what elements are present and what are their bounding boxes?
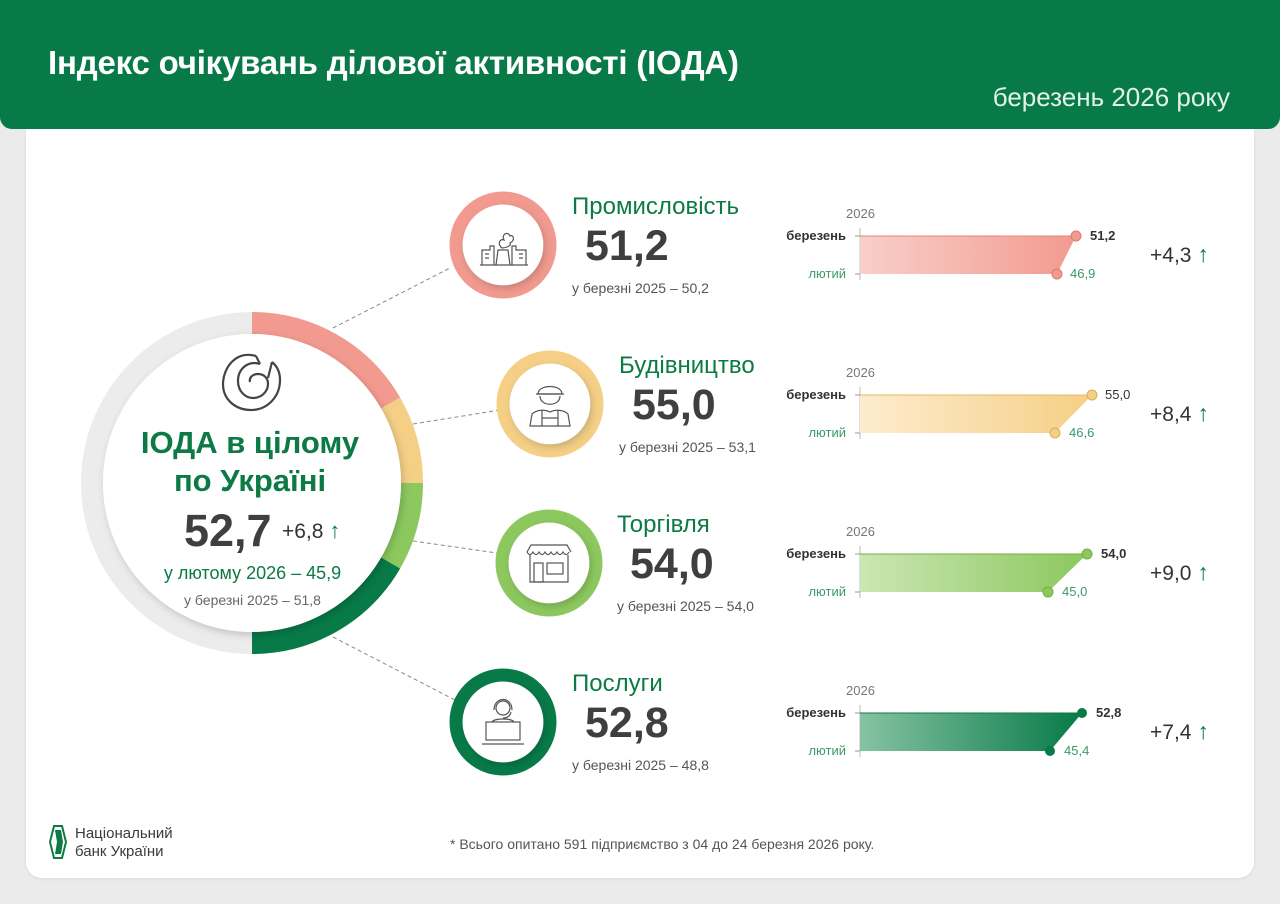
sector-industry-name: Промисловість — [572, 193, 740, 220]
chart-feb-label: лютий — [808, 743, 846, 758]
arrow-up-icon: ↑ — [329, 518, 341, 543]
overall-title-line2: по Україні — [173, 463, 327, 498]
sector-services-prev: у березні 2025 – 48,8 — [572, 757, 709, 773]
sector-industry-value: 51,2 — [585, 222, 669, 270]
chart-march-value: 55,0 — [1105, 387, 1131, 402]
change-trade: +9,0 ↑ — [1150, 559, 1209, 586]
ring-industry — [449, 191, 557, 299]
chart-march-label: березень — [786, 546, 846, 561]
sector-trade-name: Торгівля — [617, 511, 710, 538]
sector-construction-value: 55,0 — [632, 381, 716, 429]
chart-march-value: 52,8 — [1096, 705, 1122, 720]
chart-feb-label: лютий — [808, 584, 846, 599]
mini-chart-services — [855, 705, 1087, 757]
overall-value: 52,7 — [184, 505, 272, 556]
chart-march-value: 51,2 — [1090, 228, 1116, 243]
sector-construction-name: Будівництво — [619, 352, 755, 379]
chart-feb-label: лютий — [808, 425, 846, 440]
mini-chart-trade — [855, 546, 1093, 598]
chart-feb-value: 45,4 — [1064, 743, 1090, 758]
overall-title-line1: ІОДА в цілому — [140, 425, 360, 460]
change-industry: +4,3 ↑ — [1150, 241, 1209, 268]
sector-services-name: Послуги — [572, 670, 663, 697]
chart-march-label: березень — [786, 705, 846, 720]
page-title: Індекс очікувань ділової активності (ІОД… — [48, 44, 739, 81]
nbu-logo-text: Національний банк України — [75, 825, 173, 861]
chart-feb-value: 46,9 — [1070, 266, 1096, 281]
chart-year-label: 2026 — [846, 365, 875, 380]
mini-chart-industry — [855, 228, 1082, 280]
sector-services-value: 52,8 — [585, 699, 669, 747]
chart-march-value: 54,0 — [1101, 546, 1127, 561]
change-services: +7,4 ↑ — [1150, 718, 1209, 745]
sector-trade-value: 54,0 — [630, 540, 714, 588]
chart-year-label: 2026 — [846, 683, 875, 698]
construction-worker-icon — [529, 385, 571, 427]
arrow-up-icon: ↑ — [1197, 559, 1209, 585]
logo-line1: Національний — [75, 825, 173, 842]
arrow-up-icon: ↑ — [1197, 400, 1209, 426]
logo-line2: банк України — [75, 843, 164, 860]
chart-march-label: березень — [786, 228, 846, 243]
overall-prev-year: у березні 2025 – 51,8 — [184, 592, 321, 608]
chart-feb-value: 45,0 — [1062, 584, 1088, 599]
nbu-logo-icon — [48, 825, 68, 859]
chart-year-label: 2026 — [846, 524, 875, 539]
chart-year-label: 2026 — [846, 206, 875, 221]
overall-title: ІОДА в цілому по Україні — [110, 424, 390, 500]
change-value: +7,4 — [1150, 721, 1192, 744]
arrow-up-icon: ↑ — [1197, 241, 1209, 267]
arrow-up-icon: ↑ — [1197, 718, 1209, 744]
spiral-logo-icon — [221, 353, 282, 412]
shop-icon — [526, 544, 572, 583]
change-value: +4,3 — [1150, 244, 1192, 267]
call-center-operator-icon — [482, 698, 524, 745]
change-construction: +8,4 ↑ — [1150, 400, 1209, 427]
sector-construction-prev: у березні 2025 – 53,1 — [619, 439, 756, 455]
connector-lines — [332, 267, 501, 701]
chart-feb-value: 46,6 — [1069, 425, 1095, 440]
sector-trade-prev: у березні 2025 – 54,0 — [617, 598, 754, 614]
overall-delta: +6,8 ↑ — [282, 518, 340, 544]
change-value: +8,4 — [1150, 403, 1192, 426]
chart-feb-label: лютий — [808, 266, 846, 281]
report-period: березень 2026 року — [992, 82, 1230, 112]
chart-march-label: березень — [786, 387, 846, 402]
overall-delta-value: +6,8 — [282, 520, 324, 543]
overall-ring — [81, 312, 424, 654]
mini-chart-construction — [855, 387, 1098, 439]
factory-icon — [480, 232, 528, 266]
overall-prev-month: у лютому 2026 – 45,9 — [163, 563, 342, 583]
header-banner: Індекс очікувань ділової активності (ІОД… — [0, 0, 1280, 129]
change-value: +9,0 — [1150, 562, 1192, 585]
sector-industry-prev: у березні 2025 – 50,2 — [572, 280, 709, 296]
footnote: * Всього опитано 591 підприємство з 04 д… — [450, 836, 875, 852]
